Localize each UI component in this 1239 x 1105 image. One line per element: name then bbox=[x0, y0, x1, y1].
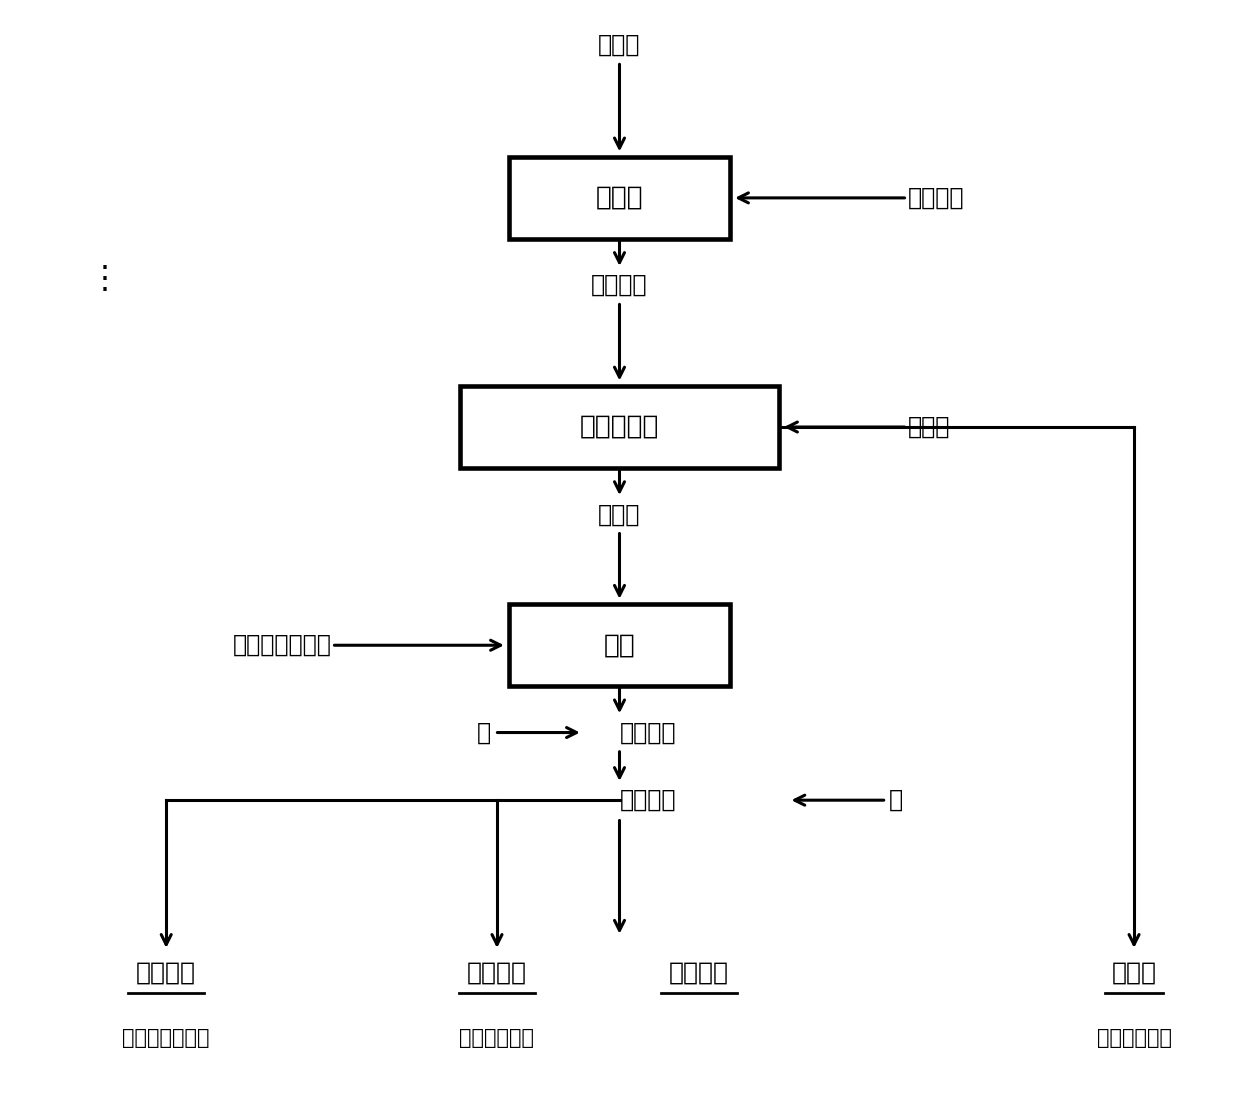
Text: 二氧化碲: 二氧化碲 bbox=[669, 960, 729, 985]
Text: 蘖: 蘖 bbox=[477, 720, 491, 745]
Text: （返熔炼处理）: （返熔炼处理） bbox=[123, 1028, 209, 1048]
Text: 硫铜渣: 硫铜渣 bbox=[598, 33, 641, 57]
Bar bbox=[460, 386, 779, 467]
Text: 水解后液: 水解后液 bbox=[467, 960, 527, 985]
Bar bbox=[509, 157, 730, 239]
Text: 混合酸｜: 混合酸｜ bbox=[907, 186, 964, 210]
Text: 浸铜浆液: 浸铜浆液 bbox=[591, 273, 648, 297]
Text: 氧化剂: 氧化剂 bbox=[907, 415, 950, 439]
Text: （废水处理）: （废水处理） bbox=[460, 1028, 534, 1048]
Text: ⋮: ⋮ bbox=[89, 264, 121, 295]
Text: 分硫尾渣: 分硫尾渣 bbox=[136, 960, 196, 985]
Text: 转型: 转型 bbox=[603, 632, 636, 659]
Text: 富硫渣: 富硫渣 bbox=[598, 503, 641, 526]
Text: 转型剂、脱杂剂: 转型剂、脱杂剂 bbox=[233, 633, 332, 657]
Bar bbox=[509, 604, 730, 686]
Text: 酸: 酸 bbox=[890, 788, 903, 812]
Text: 氧化自沉砥: 氧化自沉砥 bbox=[580, 414, 659, 440]
Text: 转型浆液: 转型浆液 bbox=[620, 720, 676, 745]
Text: 高铜液: 高铜液 bbox=[1111, 960, 1156, 985]
Text: 预脱锁: 预脱锁 bbox=[596, 185, 643, 211]
Text: 硫诶出液: 硫诶出液 bbox=[620, 788, 676, 812]
Text: （中和外排）: （中和外排） bbox=[1097, 1028, 1172, 1048]
